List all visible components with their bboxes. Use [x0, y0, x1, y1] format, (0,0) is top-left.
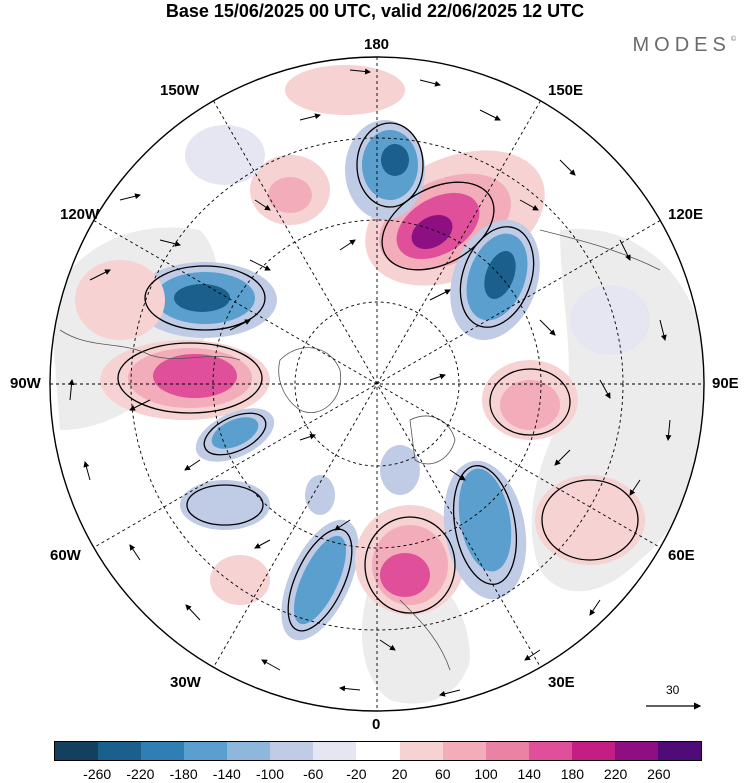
brand-mark: ©: [730, 36, 736, 43]
colorbar-tick-label: -140: [212, 766, 241, 782]
lon-label-90w: 90W: [10, 375, 41, 392]
colorbar-tick-label: 180: [560, 766, 585, 782]
lon-label-30e: 30E: [548, 674, 575, 691]
graticule: [50, 57, 704, 711]
lon-label-150w: 150W: [160, 82, 200, 99]
colorbar-segment: [270, 742, 314, 760]
colorbar-tick-label: -220: [126, 766, 155, 782]
colorbar-tick-label: -20: [346, 766, 367, 782]
colorbar-tick-label: 60: [435, 766, 451, 782]
vector-scale-label: 30: [666, 683, 680, 697]
colorbar-tick-label: -260: [83, 766, 112, 782]
lon-label-180: 180: [364, 36, 390, 53]
map-border: [49, 56, 705, 712]
lon-label-60e: 60E: [668, 547, 695, 564]
colorbar: [54, 741, 702, 761]
lon-label-60w: 60W: [50, 547, 81, 564]
colorbar-segment: [227, 742, 271, 760]
colorbar-segment: [55, 742, 99, 760]
brand-text: MODES: [632, 34, 731, 56]
modes-logo: MODES©: [632, 34, 736, 57]
colorbar-tick-label: 20: [391, 766, 408, 782]
colorbar-segment: [313, 742, 357, 760]
colorbar-segment: [571, 742, 615, 760]
colorbar-tick-label: 100: [474, 766, 498, 782]
colorbar-segment: [614, 742, 658, 760]
height-contours: [117, 122, 639, 632]
colorbar-segment: [184, 742, 228, 760]
coastlines: [59, 229, 661, 671]
colorbar-segment: [141, 742, 185, 760]
colorbar-tick-label: 220: [603, 766, 628, 782]
colorbar-tick-label: 260: [647, 766, 671, 782]
map-title: Base 15/06/2025 00 UTC, valid 22/06/2025…: [165, 1, 585, 21]
lon-label-120e: 120E: [668, 206, 704, 223]
colorbar-segment: [356, 742, 400, 760]
lon-label-120w: 120W: [60, 206, 100, 223]
anomaly-field: [75, 65, 650, 641]
colorbar-tick-label: 140: [517, 766, 541, 782]
colorbar-segment: [442, 742, 486, 760]
lon-label-90e: 90E: [712, 375, 739, 392]
colorbar-segment: [485, 742, 529, 760]
colorbar-segment: [98, 742, 142, 760]
colorbar-tick-label: -180: [169, 766, 198, 782]
colorbar-segment: [399, 742, 443, 760]
colorbar-ticks: -260 -220 -180 -140 -100 -60 -20 20 60 100 140 180 2…: [54, 766, 702, 782]
wind-vectors: [68, 68, 672, 697]
colorbar-segment: [657, 742, 701, 760]
lon-label-30w: 30W: [170, 674, 201, 691]
colorbar-tick-label: -60: [303, 766, 324, 782]
lon-label-0: 0: [372, 716, 381, 733]
colorbar-segment: [528, 742, 572, 760]
lon-label-150e: 150E: [548, 82, 584, 99]
colorbar-tick-label: -100: [255, 766, 285, 782]
